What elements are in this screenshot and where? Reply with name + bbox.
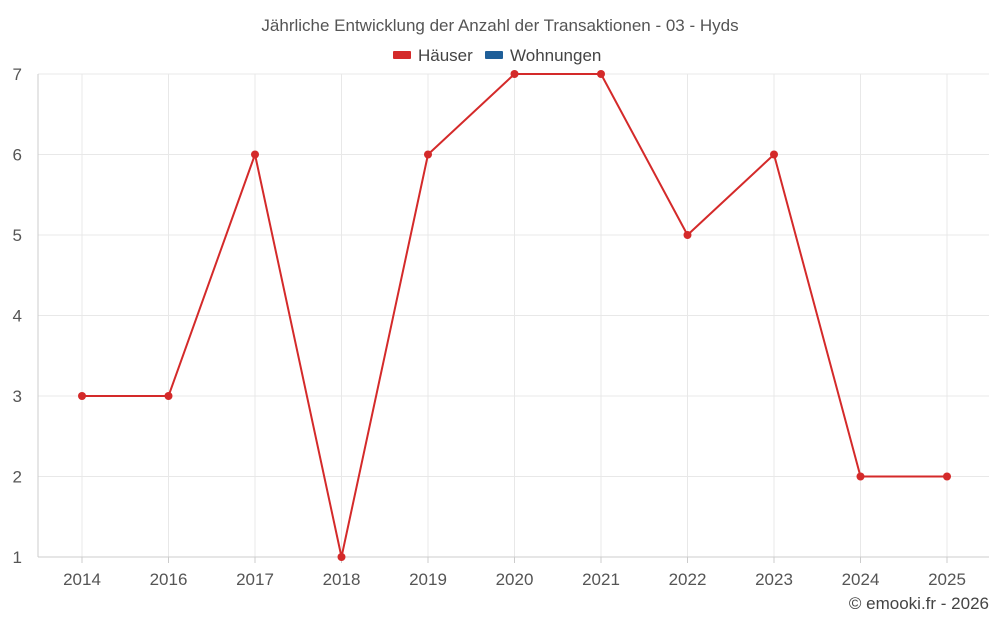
x-tick-label: 2014 [63, 570, 101, 589]
data-point[interactable] [251, 150, 259, 159]
data-point[interactable] [943, 472, 951, 481]
y-tick-label: 2 [13, 468, 22, 487]
data-point[interactable] [856, 472, 865, 481]
x-tick-label: 2021 [582, 570, 620, 589]
data-point[interactable] [164, 392, 173, 400]
y-tick-label: 6 [13, 146, 22, 165]
data-point[interactable] [78, 392, 86, 400]
x-tick-label: 2019 [409, 570, 447, 589]
legend-swatch-wohnungen [485, 51, 503, 59]
data-point[interactable] [770, 150, 778, 159]
x-tick-label: 2016 [150, 570, 188, 589]
y-tick-label: 3 [13, 387, 22, 406]
data-point[interactable] [683, 231, 692, 239]
legend-label-wohnungen: Wohnungen [510, 46, 601, 65]
y-tick-label: 7 [13, 65, 22, 84]
x-tick-label: 2025 [928, 570, 966, 589]
grid [38, 73, 989, 558]
y-tick-label: 5 [13, 226, 22, 245]
data-point[interactable] [597, 70, 605, 78]
x-tick-label: 2017 [236, 570, 274, 589]
legend: Häuser Wohnungen [393, 46, 601, 65]
data-point[interactable] [337, 553, 346, 561]
x-tick-label: 2023 [755, 570, 793, 589]
y-tick-label: 1 [13, 548, 22, 567]
axes: 1 2 3 4 5 6 7 2014 2016 2017 2018 2019 2020 2021 2022 2… [13, 65, 989, 589]
legend-item-haeuser[interactable]: Häuser [393, 46, 473, 65]
legend-item-wohnungen[interactable]: Wohnungen [485, 46, 601, 65]
x-tick-label: 2018 [323, 570, 361, 589]
x-tick-label: 2022 [669, 570, 707, 589]
x-tick-label: 2024 [842, 570, 880, 589]
legend-label-haeuser: Häuser [418, 46, 473, 65]
chart-title: Jährliche Entwicklung der Anzahl der Tra… [261, 16, 738, 35]
legend-swatch-haeuser [393, 51, 411, 59]
credit-text: © emooki.fr - 2026 [849, 594, 989, 613]
data-point[interactable] [424, 150, 432, 159]
x-tick-label: 2020 [496, 570, 534, 589]
series-haeuser [78, 70, 951, 561]
y-tick-label: 4 [13, 307, 22, 326]
data-point[interactable] [510, 70, 519, 78]
